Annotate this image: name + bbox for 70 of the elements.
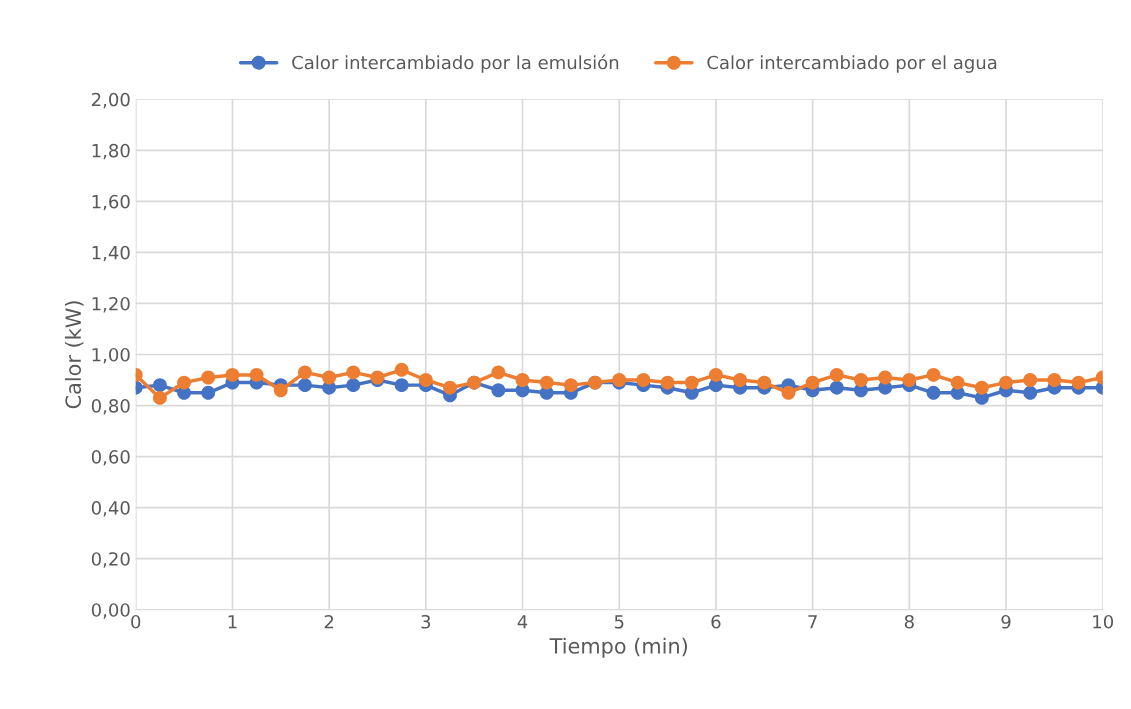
y-tick-label: 1,60 <box>92 194 130 211</box>
point <box>201 370 216 385</box>
point <box>443 380 457 395</box>
point <box>225 367 240 382</box>
x-tick-label: 9 <box>1001 614 1011 629</box>
y-tick-label: 2,00 <box>91 92 130 109</box>
point <box>1047 373 1062 387</box>
point <box>660 375 675 390</box>
point <box>708 367 723 382</box>
point <box>201 385 216 400</box>
point <box>926 367 941 382</box>
point <box>152 378 167 393</box>
point <box>974 380 989 395</box>
y-tick-label: 1,40 <box>92 245 130 262</box>
point <box>539 375 554 390</box>
legend-label: Calor intercambiado por el agua <box>707 55 997 73</box>
point <box>1023 385 1038 400</box>
point <box>636 373 651 387</box>
x-axis-title: Tiempo (min) <box>549 637 687 658</box>
y-tick-label: 1,20 <box>92 296 130 313</box>
point <box>1071 375 1086 390</box>
point <box>249 367 264 382</box>
y-tick-label: 0,00 <box>91 603 130 619</box>
point <box>684 375 699 390</box>
y-tick-label: 1,80 <box>92 143 130 160</box>
x-tick-label: 4 <box>517 615 528 629</box>
point <box>346 365 361 380</box>
point <box>902 373 917 387</box>
x-tick-label: 0 <box>131 614 141 629</box>
point <box>515 373 530 387</box>
x-tick-label: 7 <box>808 615 817 629</box>
point <box>829 367 844 382</box>
x-tick-label: 10 <box>1093 614 1114 629</box>
x-tick-label: 8 <box>904 614 914 629</box>
point <box>491 365 506 380</box>
y-tick-label: 0,60 <box>91 450 130 466</box>
point <box>394 362 409 377</box>
y-tick-label: 0,40 <box>91 501 130 517</box>
point <box>829 380 844 395</box>
y-tick-label: 1,00 <box>92 347 130 364</box>
point <box>733 373 748 387</box>
point <box>950 375 965 390</box>
point <box>1023 373 1038 387</box>
point <box>346 378 361 393</box>
x-tick-label: 6 <box>711 614 721 629</box>
point <box>177 375 192 390</box>
x-tick-label: 5 <box>614 615 624 629</box>
point <box>563 378 578 393</box>
point <box>273 383 288 398</box>
x-tick-label: 1 <box>228 615 237 629</box>
point <box>394 378 409 393</box>
point <box>805 375 820 390</box>
point <box>757 375 772 390</box>
x-tick-label: 2 <box>324 614 334 629</box>
y-tick-label: 0,20 <box>91 552 130 568</box>
y-tick-label: 0,80 <box>91 399 130 415</box>
point <box>298 365 312 380</box>
point <box>298 378 312 393</box>
point <box>152 390 167 405</box>
x-tick-label: 3 <box>421 614 431 629</box>
legend-label: Calor intercambiado por la emulsión <box>292 54 619 73</box>
point <box>878 370 893 385</box>
point <box>854 373 868 387</box>
point <box>418 373 433 387</box>
point <box>322 370 337 385</box>
point <box>926 385 941 400</box>
point <box>999 375 1013 390</box>
y-axis-title: Calor (kW) <box>64 301 84 409</box>
point <box>781 385 796 400</box>
point <box>491 383 506 398</box>
